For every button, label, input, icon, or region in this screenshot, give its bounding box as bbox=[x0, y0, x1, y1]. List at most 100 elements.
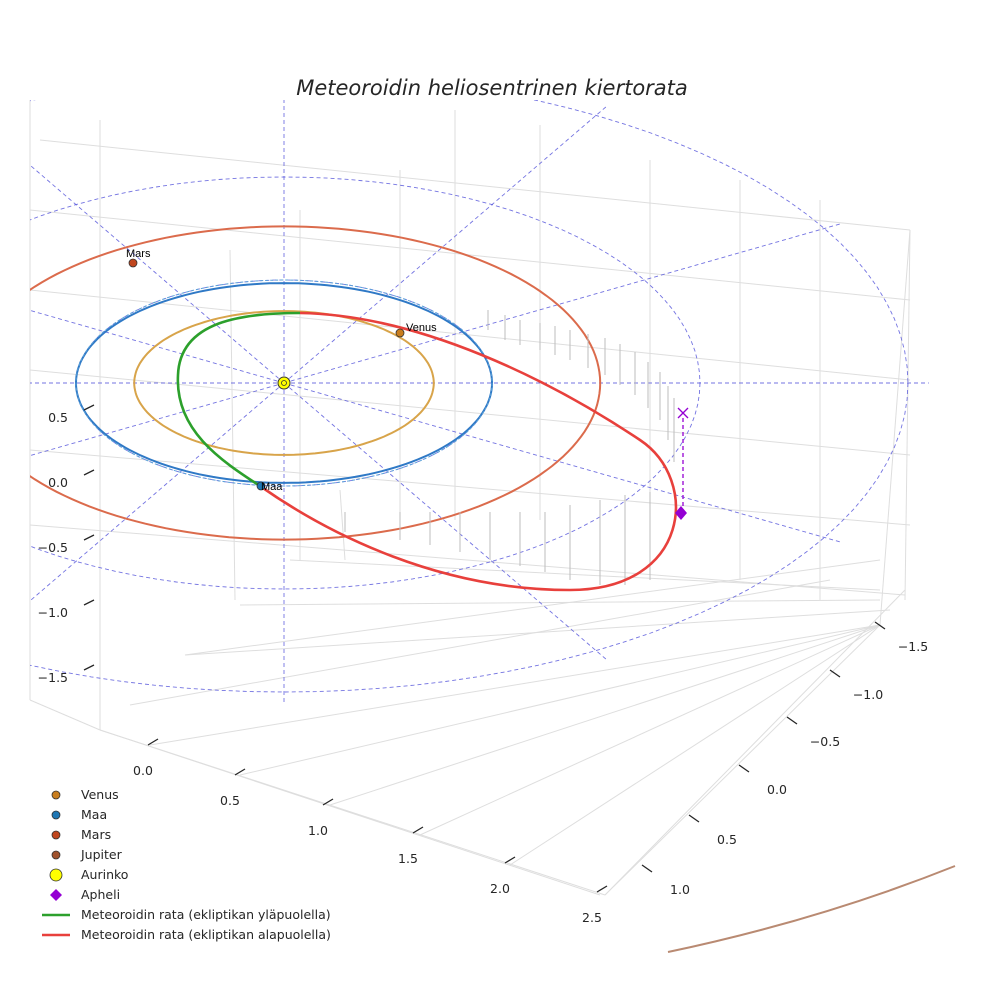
legend-item: Apheli bbox=[50, 887, 120, 902]
legend-marker bbox=[50, 889, 62, 901]
grid-line bbox=[29, 209, 911, 301]
ecliptic-spoke bbox=[283, 222, 843, 384]
venus-marker bbox=[395, 328, 405, 338]
grid-line bbox=[39, 139, 911, 231]
planet-orbits bbox=[30, 225, 956, 953]
grid-line bbox=[509, 624, 881, 866]
grid-line bbox=[604, 624, 881, 896]
earth-label: Maa bbox=[261, 481, 283, 493]
x-tick-label: 2.5 bbox=[582, 910, 602, 925]
y-tick-mark bbox=[874, 621, 886, 630]
legend-marker bbox=[51, 850, 61, 860]
ecliptic-spoke bbox=[283, 106, 607, 384]
z-tick-label: −1.5 bbox=[38, 670, 68, 685]
legend-item: Meteoroidin rata (ekliptikan yläpuolella… bbox=[42, 907, 331, 922]
legend-marker bbox=[51, 790, 61, 800]
axes-box bbox=[29, 100, 911, 896]
grid-line bbox=[289, 559, 881, 591]
z-tick-label: −1.0 bbox=[38, 605, 68, 620]
meteoroid-orbit bbox=[176, 311, 678, 592]
y-tick-label: 1.0 bbox=[670, 882, 690, 897]
legend-label: Mars bbox=[81, 827, 111, 842]
markers: Venus Maa Mars bbox=[126, 248, 689, 520]
legend-item: Jupiter bbox=[51, 847, 123, 862]
orbit-jupiter bbox=[667, 865, 956, 953]
mars-label: Mars bbox=[126, 248, 151, 260]
grid-line bbox=[604, 589, 906, 896]
grid-line bbox=[419, 624, 881, 836]
legend-label: Aurinko bbox=[81, 867, 128, 882]
z-tick-mark bbox=[83, 404, 95, 411]
grid-line bbox=[239, 599, 881, 606]
aphelion-projection-x-marker bbox=[677, 407, 689, 419]
y-tick-mark bbox=[829, 669, 841, 678]
y-tick-label: −0.5 bbox=[810, 734, 840, 749]
axis-ticks: 0.5 0.0 −0.5 −1.0 −1.5 0.0 0.5 1.0 1.5 2.0 2.5 −1.5… bbox=[38, 404, 928, 925]
legend-label: Meteoroidin rata (ekliptikan alapuolella… bbox=[81, 927, 331, 942]
legend-label: Meteoroidin rata (ekliptikan yläpuolella… bbox=[81, 907, 331, 922]
x-tick-mark bbox=[596, 885, 608, 893]
x-tick-label: 0.5 bbox=[220, 793, 240, 808]
grid-line bbox=[904, 229, 911, 601]
z-tick-label: 0.5 bbox=[48, 410, 68, 425]
mars-marker bbox=[128, 258, 138, 268]
depth-stems bbox=[344, 310, 675, 585]
legend: Venus Maa Mars Jupiter Aurinko Apheli Meteoroi… bbox=[42, 787, 331, 942]
legend-item: Mars bbox=[51, 827, 111, 842]
legend-marker bbox=[49, 868, 63, 882]
z-tick-mark bbox=[83, 664, 95, 671]
grid-line bbox=[29, 449, 911, 526]
legend-item: Aurinko bbox=[49, 867, 128, 882]
plot-area bbox=[30, 100, 956, 953]
z-tick-mark bbox=[83, 599, 95, 606]
x-tick-label: 2.0 bbox=[490, 881, 510, 896]
legend-label: Apheli bbox=[81, 887, 120, 902]
aphelion-marker bbox=[675, 506, 687, 520]
grid-line bbox=[99, 729, 601, 896]
y-tick-mark bbox=[688, 814, 700, 823]
legend-item: Venus bbox=[51, 787, 119, 802]
grid-line bbox=[229, 249, 236, 601]
grid-line bbox=[149, 624, 881, 746]
grid-line bbox=[29, 289, 911, 381]
ecliptic-spoke bbox=[283, 382, 843, 544]
grid-line bbox=[329, 624, 881, 806]
x-tick-label: 0.0 bbox=[133, 763, 153, 778]
meteoroid-orbit-below bbox=[259, 311, 678, 592]
z-tick-label: 0.0 bbox=[48, 475, 68, 490]
grid-line bbox=[29, 699, 101, 731]
y-tick-mark bbox=[641, 864, 653, 873]
ecliptic-spoke bbox=[30, 382, 285, 602]
y-tick-mark bbox=[786, 716, 798, 725]
x-tick-label: 1.5 bbox=[398, 851, 418, 866]
x-tick-mark bbox=[234, 768, 246, 776]
x-tick-mark bbox=[412, 826, 424, 834]
x-tick-mark bbox=[147, 738, 159, 746]
venus-label: Venus bbox=[406, 322, 437, 334]
sun-marker bbox=[277, 376, 291, 390]
legend-marker bbox=[51, 810, 61, 820]
orbit-mars bbox=[30, 225, 602, 541]
y-tick-mark bbox=[738, 764, 750, 773]
legend-item: Maa bbox=[51, 807, 107, 822]
earth-marker bbox=[256, 481, 266, 491]
grid-line bbox=[239, 624, 881, 776]
orbit-venus bbox=[133, 310, 435, 456]
z-tick-label: −0.5 bbox=[38, 540, 68, 555]
ecliptic-spoke bbox=[283, 382, 607, 660]
x-tick-label: 1.0 bbox=[308, 823, 328, 838]
meteoroid-orbit-above bbox=[176, 311, 301, 488]
legend-marker bbox=[51, 830, 61, 840]
z-tick-mark bbox=[83, 469, 95, 476]
orbit-maa-projection bbox=[75, 279, 493, 487]
grid-line bbox=[184, 559, 881, 656]
legend-item: Meteoroidin rata (ekliptikan alapuolella… bbox=[42, 927, 331, 942]
legend-label: Maa bbox=[81, 807, 107, 822]
grid-line bbox=[129, 579, 831, 706]
z-tick-mark bbox=[83, 534, 95, 541]
grid-line bbox=[879, 229, 911, 626]
x-tick-mark bbox=[504, 856, 516, 864]
y-tick-label: −1.5 bbox=[898, 639, 928, 654]
y-tick-label: 0.5 bbox=[717, 832, 737, 847]
